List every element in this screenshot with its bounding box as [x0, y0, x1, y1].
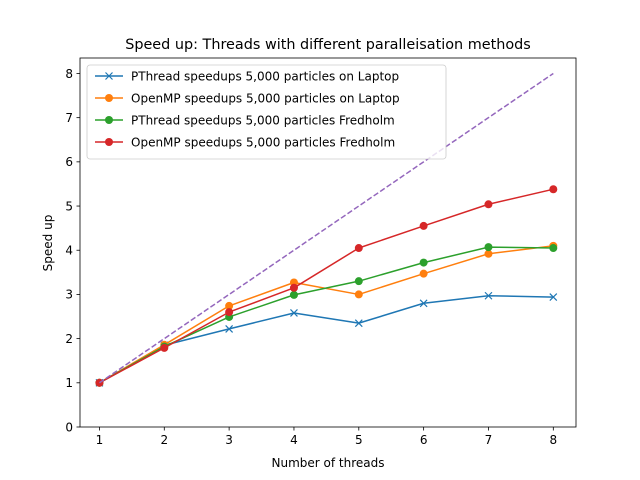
x-tick-label-1: 2	[160, 433, 168, 447]
y-tick-label-3: 3	[65, 288, 73, 302]
x-tick-label-5: 6	[420, 433, 428, 447]
data-point-3-4	[354, 244, 363, 253]
legend: PThread speedups 5,000 particles on Lapt…	[86, 64, 447, 160]
data-point-3-6	[484, 200, 493, 209]
y-tick-label-8: 8	[65, 67, 73, 81]
x-tick-label-6: 7	[485, 433, 493, 447]
y-tick-label-7: 7	[65, 111, 73, 125]
y-tick-label-1: 1	[65, 376, 73, 390]
x-tick-label-3: 4	[290, 433, 298, 447]
legend-label-2: PThread speedups 5,000 particles Fredhol…	[131, 113, 395, 127]
data-point-1-5	[419, 269, 428, 278]
y-tick-label-0: 0	[65, 420, 73, 434]
y-tick-label-2: 2	[65, 332, 73, 346]
legend-marker-1	[105, 94, 113, 102]
y-tick-label-6: 6	[65, 155, 73, 169]
chart-title: Speed up: Threads with different paralle…	[125, 37, 531, 53]
data-point-3-3	[289, 283, 298, 292]
data-point-0-3	[290, 309, 298, 317]
y-tick-label-5: 5	[65, 199, 73, 213]
data-point-0-5	[419, 299, 428, 308]
data-point-2-7	[549, 244, 558, 253]
legend-label-1: OpenMP speedups 5,000 particles on Lapto…	[131, 91, 400, 105]
legend-marker-3	[105, 138, 113, 146]
data-point-2-4	[354, 277, 363, 286]
x-axis-label: Number of threads	[272, 456, 385, 470]
legend-marker-2	[105, 116, 113, 124]
data-point-0-7	[549, 293, 558, 302]
data-point-3-1	[160, 343, 169, 352]
plot-frame	[79, 57, 577, 428]
x-tick-label-7: 8	[549, 433, 557, 447]
data-point-1-6	[484, 249, 493, 258]
data-point-2-5	[419, 258, 428, 267]
data-point-2-6	[484, 243, 493, 252]
data-point-1-2	[225, 301, 234, 310]
data-point-0-6	[484, 291, 493, 300]
y-tick-label-4: 4	[65, 244, 73, 258]
data-point-0-2	[225, 324, 234, 333]
x-tick-label-2: 3	[225, 433, 233, 447]
x-tick-label-4: 5	[355, 433, 363, 447]
legend-label-3: OpenMP speedups 5,000 particles Fredholm	[131, 135, 395, 149]
legend-box	[86, 64, 447, 160]
series-line-4	[99, 72, 554, 384]
y-axis-label: Speed up	[41, 215, 55, 272]
series-line-3	[98, 188, 555, 384]
data-point-0-4	[354, 319, 363, 328]
data-point-3-7	[549, 185, 558, 194]
data-point-1-4	[354, 290, 363, 299]
data-point-3-2	[225, 308, 234, 317]
legend-label-0: PThread speedups 5,000 particles on Lapt…	[131, 69, 399, 83]
legend-marker-0	[105, 72, 113, 80]
data-point-3-5	[419, 221, 428, 230]
data-point-2-3	[289, 290, 298, 299]
x-tick-label-0: 1	[96, 433, 104, 447]
